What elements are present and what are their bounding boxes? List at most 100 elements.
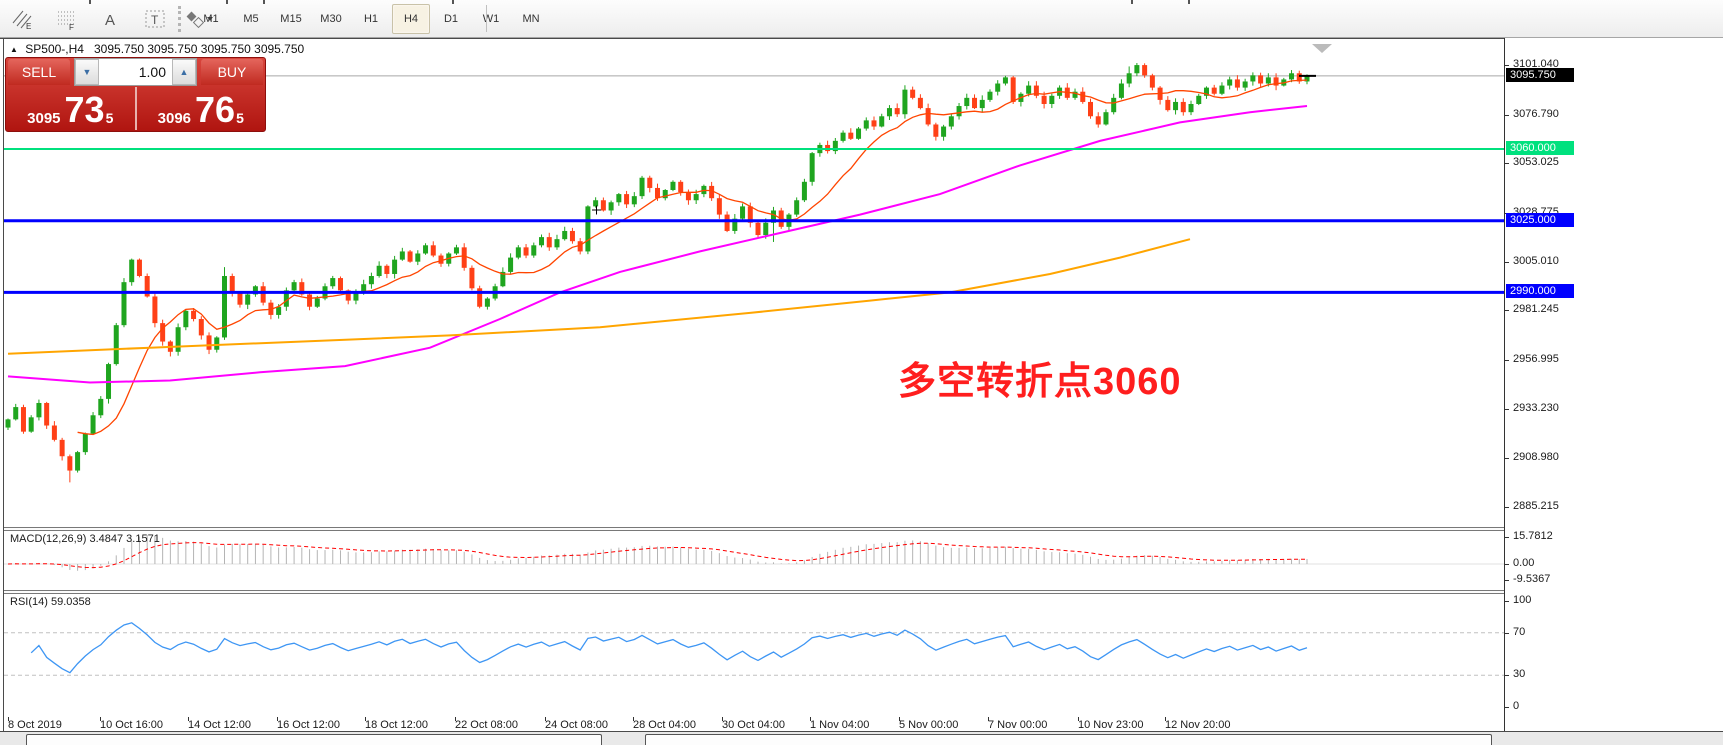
trendlines-icon[interactable]: E (8, 5, 38, 33)
price-tag-2990.000: 2990.000 (1506, 284, 1574, 299)
scroll-to-end-triangle (1312, 44, 1332, 53)
price-axis-label: 0 (1513, 700, 1520, 712)
buy-price-main: 3096 (157, 110, 192, 127)
fibonacci-icon[interactable]: F (52, 5, 82, 33)
time-axis-label: 18 Oct 12:00 (365, 719, 428, 731)
time-axis-label: 8 Oct 2019 (8, 719, 62, 731)
one-click-trading-panel: SELL ▼ 1.00 ▲ BUY 3095 73 5 3096 76 5 (5, 57, 266, 132)
chart-tab[interactable] (26, 734, 602, 745)
volume-decrease-button[interactable]: ▼ (75, 59, 99, 85)
price-axis-line (1504, 38, 1505, 731)
price-axis-label: 3101.040 (1513, 58, 1559, 70)
timeframe-button-h4[interactable]: H4 (392, 4, 430, 34)
price-tag-3095.750: 3095.750 (1506, 67, 1574, 82)
sell-button[interactable]: SELL (8, 59, 70, 85)
timeframe-button-m5[interactable]: M5 (243, 13, 259, 25)
buy-price[interactable]: 3096 76 5 (137, 87, 266, 130)
time-tick-mark (365, 717, 366, 721)
time-axis-label: 10 Oct 16:00 (100, 719, 163, 731)
collapse-triangle-icon[interactable]: ▲ (10, 45, 18, 54)
price-axis-label: 2885.215 (1513, 499, 1559, 512)
sell-price[interactable]: 3095 73 5 (6, 87, 137, 130)
timeframe-button-mn[interactable]: MN (522, 13, 540, 25)
time-tick-mark (545, 717, 546, 721)
time-tick-mark (100, 717, 101, 721)
chart-annotation: 多空转折点3060 (898, 361, 1182, 403)
timeframe-button-m15[interactable]: M15 (280, 13, 302, 25)
time-axis[interactable]: 8 Oct 2019 10 Oct 16:00 14 Oct 12:00 16 Oct… (4, 717, 1504, 731)
axis-tick-mark (1505, 537, 1509, 538)
axis-tick-mark (1505, 163, 1509, 165)
macd-indicator-panel[interactable] (4, 530, 1504, 590)
time-tick-mark (899, 717, 900, 721)
time-axis-label: 5 Nov 00:00 (899, 719, 959, 731)
axis-tick-mark (1505, 65, 1509, 66)
time-axis-label: 12 Nov 20:00 (1165, 719, 1231, 731)
sell-price-sup: 5 (105, 110, 114, 126)
svg-text:F: F (69, 23, 74, 31)
time-axis-label: 10 Nov 23:00 (1078, 719, 1144, 731)
svg-text:E: E (26, 22, 31, 31)
axis-tick-mark (1505, 114, 1509, 116)
axis-tick-mark (1505, 261, 1509, 263)
price-axis-label: 2908.980 (1513, 451, 1559, 464)
time-tick-mark (988, 717, 989, 721)
time-tick-mark (722, 717, 723, 721)
axis-tick-mark (1505, 675, 1509, 677)
axis-tick-mark (1505, 458, 1509, 460)
timeframe-buttons: M1 M5 M15 M30 H1 H4 D1 W1 MN (192, 4, 550, 34)
time-tick-mark (277, 717, 278, 721)
price-axis-label: 2981.245 (1513, 303, 1559, 316)
time-axis-label: 16 Oct 12:00 (277, 719, 340, 731)
shapes-icon[interactable] (184, 5, 214, 33)
candlestick-chart[interactable] (4, 40, 1504, 527)
rsi-label: RSI(14) 59.0358 (10, 596, 91, 608)
macd-label: MACD(12,26,9) 3.4847 3.1571 (10, 533, 160, 545)
price-axis-label: 70 (1513, 625, 1526, 638)
ma-fast-line (77, 79, 1308, 436)
time-axis-label: 24 Oct 08:00 (545, 719, 608, 731)
timeframe-button-m30[interactable]: M30 (320, 13, 342, 25)
text-label-icon[interactable]: T (140, 5, 170, 33)
price-axis-label: 15.7812 (1513, 530, 1553, 542)
ohlc-quotes: 3095.750 3095.750 3095.750 3095.750 (94, 42, 305, 56)
price-axis-label: 2956.995 (1513, 352, 1559, 365)
axis-tick-mark (1505, 564, 1509, 565)
price-axis-label: 3076.790 (1513, 107, 1559, 120)
svg-text:A: A (105, 12, 115, 29)
volume-spinner: ▼ 1.00 ▲ (74, 58, 197, 86)
rsi-indicator-panel[interactable] (4, 593, 1504, 717)
rsi-line (30, 622, 1308, 674)
panel-separator-rsi[interactable] (4, 590, 1504, 594)
chart-tab[interactable] (645, 734, 1492, 745)
price-axis-label: 3005.010 (1513, 254, 1559, 267)
timeframe-button-w1[interactable]: W1 (482, 13, 500, 25)
sell-price-main: 3095 (27, 110, 61, 127)
ma-mid-line (7, 105, 1308, 384)
price-axis-label: 0.00 (1513, 557, 1535, 569)
buy-price-sup: 5 (236, 110, 244, 126)
text-icon[interactable]: A (96, 5, 126, 33)
axis-tick-mark (1505, 506, 1509, 508)
timeframe-button-m1[interactable]: M1 (203, 13, 219, 25)
sell-price-big: 73 (64, 89, 105, 131)
time-tick-mark (1165, 717, 1166, 721)
toolbar-separator (486, 5, 487, 32)
price-axis-label: 2933.230 (1513, 401, 1559, 414)
volume-increase-button[interactable]: ▲ (172, 59, 196, 85)
price-axis-label: 3053.025 (1513, 156, 1559, 169)
time-tick-mark (455, 717, 456, 721)
price-axis-label: 30 (1513, 668, 1526, 681)
buy-button[interactable]: BUY (201, 59, 263, 85)
axis-tick-mark (1505, 359, 1509, 361)
price-axis[interactable]: 3101.0403076.7903053.0253028.7753005.010… (1505, 38, 1723, 731)
axis-tick-mark (1505, 601, 1509, 602)
axis-tick-mark (1505, 580, 1509, 582)
volume-value[interactable]: 1.00 (99, 59, 172, 85)
panel-separator-macd[interactable] (4, 527, 1504, 531)
timeframe-button-d1[interactable]: D1 (443, 13, 459, 25)
time-axis-label: 1 Nov 04:00 (810, 719, 870, 731)
time-axis-label: 28 Oct 04:00 (633, 719, 696, 731)
timeframe-button-h1[interactable]: H1 (363, 13, 379, 25)
